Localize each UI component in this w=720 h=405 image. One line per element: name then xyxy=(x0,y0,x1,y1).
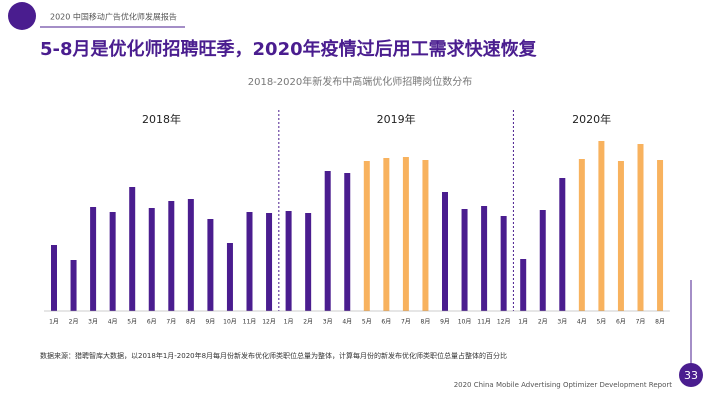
bar xyxy=(70,260,77,311)
x-tick-label: 1月 xyxy=(284,319,294,326)
x-tick-label: 2月 xyxy=(303,319,313,326)
bar xyxy=(520,259,527,311)
x-tick-label: 6月 xyxy=(381,319,391,326)
logo-dot xyxy=(8,2,36,30)
x-tick-label: 7月 xyxy=(401,319,411,326)
x-tick-label: 2月 xyxy=(69,319,79,326)
x-tick-label: 10月 xyxy=(458,319,472,326)
bar xyxy=(383,158,390,311)
x-tick-label: 12月 xyxy=(262,319,276,326)
x-tick-label: 7月 xyxy=(166,319,176,326)
title: 5-8月是优化师招聘旺季，2020年疫情过后用工需求快速恢复 xyxy=(40,38,538,60)
bar xyxy=(90,207,97,311)
x-tick-label: 11月 xyxy=(477,319,491,326)
bar xyxy=(539,210,546,311)
x-tick-label: 8月 xyxy=(655,319,665,326)
x-tick-label: 3月 xyxy=(557,319,567,326)
x-tick-label: 6月 xyxy=(616,319,626,326)
group-label: 2019年 xyxy=(377,112,416,126)
chart-title: 2018-2020年新发布中高端优化师招聘岗位数分布 xyxy=(248,75,473,88)
footer: 2020 China Mobile Advertising Optimizer … xyxy=(454,381,673,389)
x-tick-label: 4月 xyxy=(342,319,352,326)
bar xyxy=(305,213,312,311)
bar xyxy=(598,141,605,311)
group-label: 2018年 xyxy=(142,112,181,126)
x-tick-label: 8月 xyxy=(186,319,196,326)
bar xyxy=(129,187,136,311)
bar xyxy=(266,213,273,311)
bar xyxy=(109,212,116,311)
x-tick-label: 7月 xyxy=(636,319,646,326)
bar xyxy=(344,173,351,311)
bar xyxy=(402,157,409,311)
source: 数据来源：猎聘智库大数据，以2018年1月-2020年8月每月份新发布优化师类职… xyxy=(40,351,507,360)
x-tick-label: 9月 xyxy=(440,319,450,326)
bar xyxy=(285,211,292,311)
x-tick-label: 1月 xyxy=(518,319,528,326)
bar xyxy=(617,161,624,311)
x-tick-label: 8月 xyxy=(421,319,431,326)
bar xyxy=(422,160,429,311)
bar xyxy=(442,192,448,311)
page-number: 33 xyxy=(684,369,698,382)
bar xyxy=(481,206,488,311)
bar xyxy=(187,199,194,311)
x-tick-label: 5月 xyxy=(362,319,372,326)
bar xyxy=(657,160,664,311)
bar xyxy=(207,219,214,311)
bar xyxy=(500,216,507,311)
bar xyxy=(578,159,585,311)
bar xyxy=(363,161,370,311)
bar xyxy=(51,245,57,311)
x-tick-label: 5月 xyxy=(596,319,606,326)
x-tick-label: 4月 xyxy=(108,319,118,326)
x-tick-label: 5月 xyxy=(127,319,137,326)
bar xyxy=(324,171,331,311)
header: 2020 中国移动广告优化师发展报告 xyxy=(50,12,177,22)
bar xyxy=(637,144,644,311)
x-tick-label: 3月 xyxy=(323,319,333,326)
x-tick-label: 2月 xyxy=(538,319,548,326)
x-tick-label: 6月 xyxy=(147,319,157,326)
x-tick-label: 3月 xyxy=(88,319,98,326)
bar xyxy=(461,209,468,311)
bar xyxy=(559,178,566,311)
x-tick-label: 1月 xyxy=(49,319,59,326)
bar xyxy=(226,243,233,311)
x-tick-label: 12月 xyxy=(497,319,511,326)
bar xyxy=(168,201,175,311)
page-badge xyxy=(679,363,703,387)
x-tick-label: 11月 xyxy=(243,319,257,326)
x-tick-label: 9月 xyxy=(205,319,215,326)
x-tick-label: 4月 xyxy=(577,319,587,326)
group-label: 2020年 xyxy=(572,112,611,126)
bar xyxy=(148,208,155,311)
x-tick-label: 10月 xyxy=(223,319,237,326)
bar xyxy=(246,212,253,311)
